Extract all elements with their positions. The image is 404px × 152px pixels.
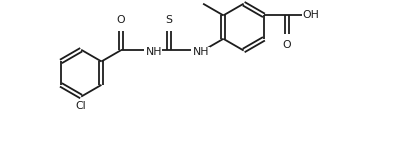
- Text: S: S: [165, 15, 172, 25]
- Text: NH: NH: [145, 47, 162, 57]
- Text: OH: OH: [302, 10, 319, 20]
- Text: NH: NH: [193, 47, 210, 57]
- Text: O: O: [117, 15, 125, 25]
- Text: Cl: Cl: [76, 102, 86, 111]
- Text: O: O: [282, 40, 291, 50]
